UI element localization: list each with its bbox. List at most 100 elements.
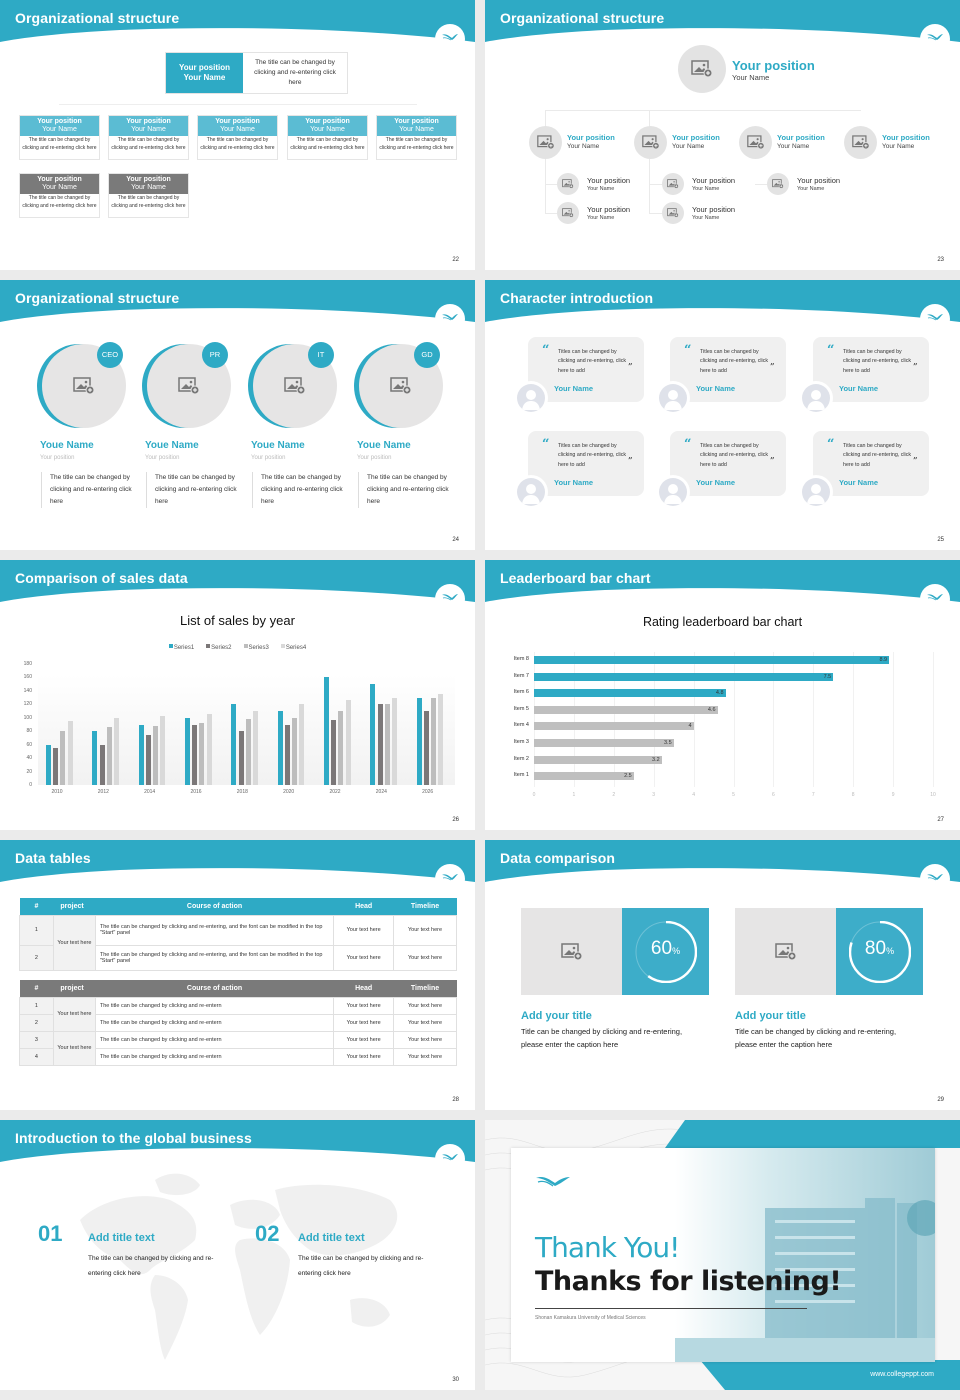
- percent-tile: 80%: [836, 908, 923, 995]
- percent-tile: 60%: [622, 908, 709, 995]
- bar-series3: [106, 727, 112, 785]
- y-tick-label: 140: [23, 687, 32, 694]
- slide-header: Data comparison: [485, 840, 960, 894]
- org-card: Your position Your Name The title can be…: [108, 173, 189, 218]
- slide-25-character-intro[interactable]: Character introduction “ Titles can be c…: [485, 280, 960, 550]
- quote-text: Titles can be changed by clicking and re…: [558, 443, 627, 468]
- bar-series1: [185, 717, 190, 785]
- grid-line: [893, 652, 895, 787]
- slide-24-team[interactable]: Organizational structure CEO Youe Name Y…: [0, 280, 475, 550]
- website-link[interactable]: www.collegeppt.com: [870, 1371, 934, 1378]
- legend-swatch: [280, 644, 285, 648]
- avatar-placeholder[interactable]: [557, 173, 579, 195]
- user-silhouette-icon: [664, 390, 682, 410]
- page-number: 30: [452, 1377, 459, 1383]
- slide-30-global-business[interactable]: Introduction to the global business 01 A…: [0, 1120, 475, 1390]
- grid-line: [773, 652, 775, 787]
- chart-title: Rating leaderboard bar chart: [642, 615, 803, 629]
- legend-item: Series4: [280, 644, 306, 651]
- avatar-placeholder[interactable]: [678, 45, 726, 93]
- slide-23-org-chart[interactable]: Organizational structure Your position Y…: [485, 0, 960, 270]
- thank-you-heading: Thank You!: [535, 1231, 680, 1264]
- avatar-placeholder[interactable]: [662, 173, 684, 195]
- cell-timeline: Your text here: [393, 1013, 457, 1032]
- page-number: 23: [937, 257, 944, 263]
- close-quote-icon: ”: [628, 361, 633, 371]
- x-tick-label: 2020: [283, 789, 295, 795]
- bar-value-label: 4.8: [715, 690, 724, 697]
- avatar-placeholder[interactable]: [634, 126, 667, 159]
- slide-header: Data tables: [0, 840, 475, 894]
- avatar[interactable]: [799, 475, 833, 509]
- bar-series4: [160, 716, 166, 785]
- cell-timeline: Your text here: [393, 996, 457, 1015]
- legend-swatch: [168, 644, 173, 648]
- cell-project: Your text here: [52, 996, 96, 1032]
- image-placeholder[interactable]: [521, 908, 623, 995]
- bar-value-label: 7.5: [823, 673, 832, 680]
- table-row: 1 Your text here The title can be change…: [19, 914, 457, 971]
- position-label: Your position: [394, 118, 439, 125]
- position-text: Your position: [567, 133, 615, 142]
- slide-title: Organizational structure: [15, 10, 180, 26]
- avatar[interactable]: [514, 381, 548, 415]
- y-tick-label: 60: [26, 741, 32, 748]
- slide-22-org-chart[interactable]: Organizational structure Your position Y…: [0, 0, 475, 270]
- grid-line: [733, 652, 735, 787]
- position-label: Your position Your Name: [692, 205, 735, 223]
- position-label: Your position Your Name: [672, 133, 720, 151]
- item-number: 01: [38, 1221, 63, 1246]
- avatar-placeholder[interactable]: [662, 202, 684, 224]
- avatar-placeholder[interactable]: [844, 126, 877, 159]
- x-tick-label: 2016: [190, 789, 202, 795]
- quote-card: “ Titles can be changed by clicking and …: [670, 337, 786, 402]
- bird-logo-icon: [442, 1154, 458, 1161]
- page-number: 24: [452, 537, 459, 543]
- bar-value-label: 3.2: [652, 756, 660, 763]
- y-category-label: Item 3: [513, 739, 529, 745]
- name-label: Your Name: [183, 73, 226, 82]
- avatar[interactable]: [656, 381, 690, 415]
- slide-26-sales-chart[interactable]: Comparison of sales data List of sales b…: [0, 560, 475, 830]
- close-quote-icon: ”: [770, 455, 775, 465]
- y-category-label: Item 2: [513, 755, 529, 762]
- x-tick-label: 2014: [144, 789, 156, 795]
- percent-number: 80: [864, 938, 887, 959]
- percent-unit: %: [886, 946, 895, 956]
- avatar[interactable]: [514, 475, 548, 509]
- progress-ring: [635, 921, 697, 983]
- thank-you-card: Thank You! Thanks for listening! Shonan …: [511, 1148, 935, 1362]
- avatar-placeholder[interactable]: [767, 173, 789, 195]
- slide-31-thank-you[interactable]: Thank You! Thanks for listening! Shonan …: [485, 1120, 960, 1390]
- user-silhouette-icon: [522, 390, 540, 410]
- org-card: Your position Your Name The title can be…: [19, 173, 100, 218]
- slide-29-data-comparison[interactable]: Data comparison 60% Add your title Title…: [485, 840, 960, 1110]
- bar-series3: [292, 717, 298, 785]
- org-top-box: Your position Your Name The title can be…: [165, 52, 348, 94]
- quote-card: “ Titles can be changed by clicking and …: [813, 337, 929, 402]
- y-category-label: Item 1: [513, 772, 529, 779]
- bar-series2: [331, 720, 337, 785]
- logo-badge: [435, 304, 465, 334]
- position-label: Your position: [179, 63, 230, 72]
- slide-28-data-tables[interactable]: Data tables # project Course of action H…: [0, 840, 475, 1110]
- logo-badge: [435, 24, 465, 54]
- image-placeholder[interactable]: [735, 908, 837, 995]
- thanks-for-listening-heading: Thanks for listening!: [535, 1266, 842, 1297]
- avatar[interactable]: [656, 475, 690, 509]
- position-label: Your position: [215, 118, 260, 125]
- col-header-head: Head: [355, 902, 373, 910]
- x-tick-label: 2012: [97, 789, 109, 795]
- bar-value-label: 2.5: [624, 773, 632, 780]
- position-label: Your position: [37, 118, 82, 125]
- slide-27-leaderboard[interactable]: Leaderboard bar chart Rating leaderboard…: [485, 560, 960, 830]
- name-text: Your Name: [882, 143, 915, 150]
- avatar-placeholder[interactable]: [529, 126, 562, 159]
- avatar[interactable]: [799, 381, 833, 415]
- page-number: 22: [452, 257, 459, 263]
- avatar-placeholder[interactable]: [557, 202, 579, 224]
- avatar-placeholder[interactable]: [739, 126, 772, 159]
- leaderboard-bar: 4: [534, 722, 694, 731]
- logo-badge: [920, 24, 950, 54]
- slide-header: Organizational structure: [0, 0, 475, 54]
